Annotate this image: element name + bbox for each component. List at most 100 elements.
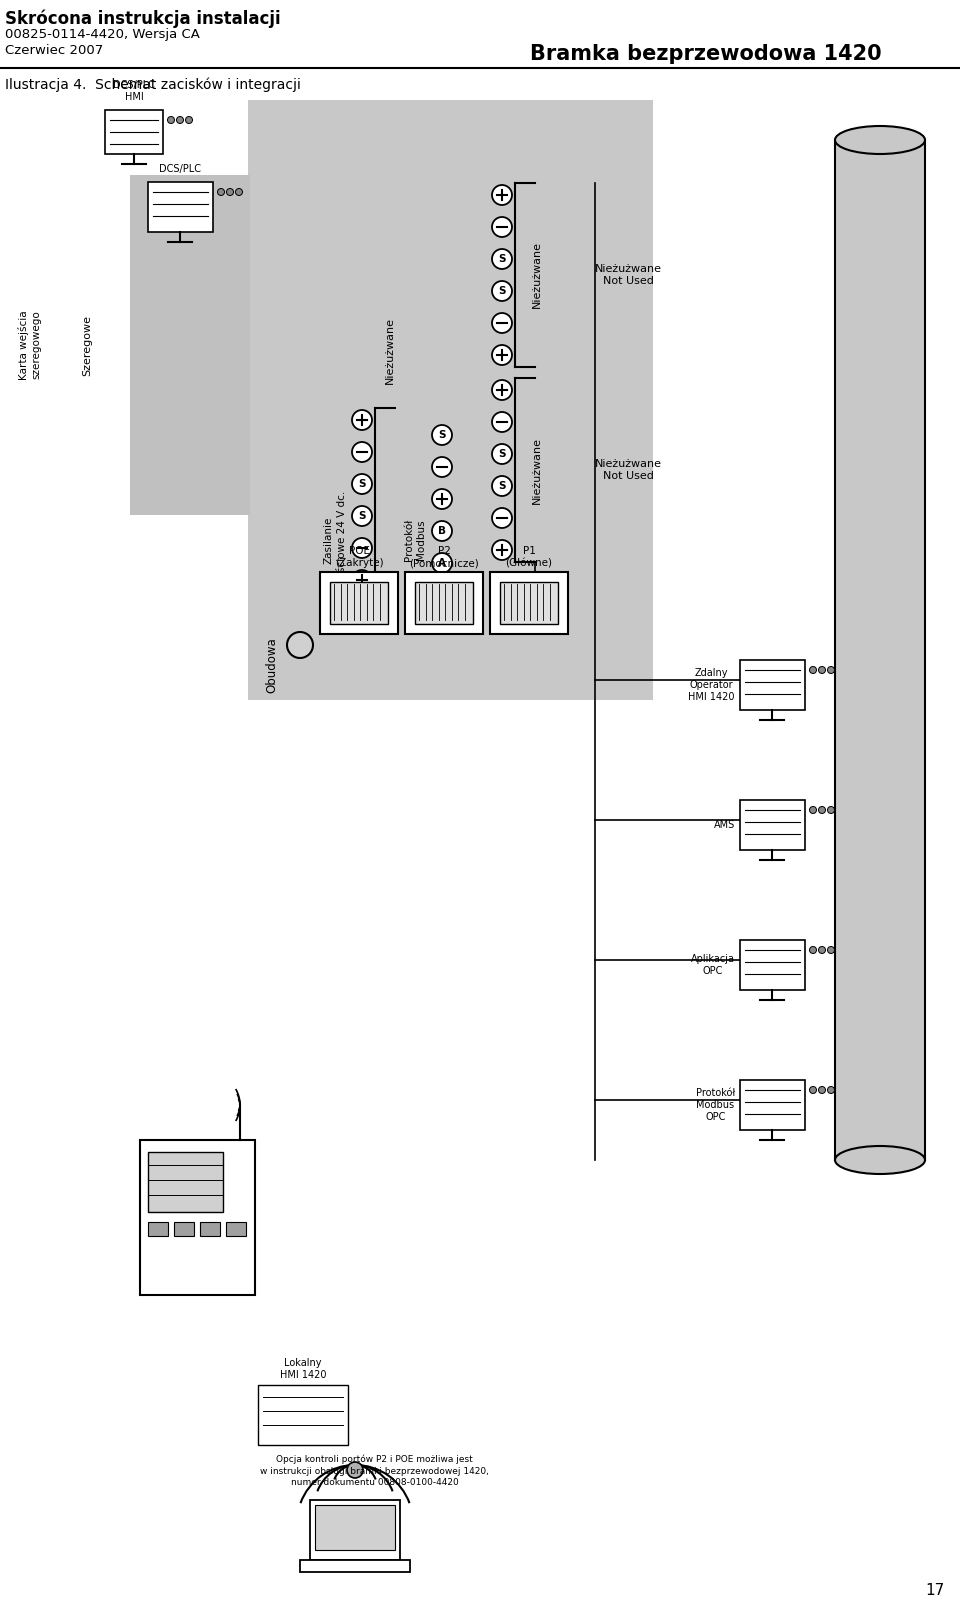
Bar	[148, 1223, 168, 1236]
Circle shape	[819, 667, 826, 673]
Circle shape	[492, 380, 512, 400]
Circle shape	[287, 632, 313, 657]
Circle shape	[819, 947, 826, 954]
Text: AMS: AMS	[713, 820, 735, 830]
Circle shape	[235, 188, 243, 195]
Circle shape	[809, 947, 817, 954]
Bar	[174, 1223, 194, 1236]
Text: DCS/PLC: DCS/PLC	[159, 164, 201, 174]
Text: Nieżużwane: Nieżużwane	[385, 316, 395, 383]
Circle shape	[432, 553, 452, 574]
Text: Nieżużwane
Not Used: Nieżużwane Not Used	[595, 264, 662, 287]
Bar	[130, 176, 250, 516]
Circle shape	[352, 538, 372, 557]
Text: Obudowa: Obudowa	[266, 636, 278, 693]
Circle shape	[352, 474, 372, 495]
Text: S: S	[439, 430, 445, 440]
Text: Zdalny
Operator
HMI 1420: Zdalny Operator HMI 1420	[688, 667, 735, 702]
Text: Ilustracja 4.  Schemat zacisków i integracji: Ilustracja 4. Schemat zacisków i integra…	[5, 77, 300, 92]
Ellipse shape	[835, 126, 925, 155]
Circle shape	[809, 667, 817, 673]
Circle shape	[819, 807, 826, 814]
Circle shape	[819, 1086, 826, 1094]
Bar	[500, 582, 558, 623]
Bar	[740, 801, 805, 851]
Circle shape	[492, 412, 512, 432]
Circle shape	[828, 807, 834, 814]
Text: POE
(Zakryte): POE (Zakryte)	[335, 546, 383, 569]
Circle shape	[492, 250, 512, 269]
Text: Protokół
Modbus
OPC: Protokół Modbus OPC	[696, 1087, 735, 1123]
Bar	[490, 572, 568, 635]
Circle shape	[347, 1463, 363, 1477]
Circle shape	[492, 445, 512, 464]
Text: S: S	[498, 482, 506, 491]
Bar	[320, 572, 398, 635]
Circle shape	[432, 425, 452, 445]
Text: S: S	[358, 511, 366, 520]
Circle shape	[828, 667, 834, 673]
Circle shape	[492, 345, 512, 366]
Circle shape	[218, 188, 225, 195]
Text: P2
(Pomocnicze): P2 (Pomocnicze)	[409, 546, 479, 569]
Circle shape	[352, 506, 372, 527]
Circle shape	[432, 458, 452, 477]
Circle shape	[492, 313, 512, 333]
Text: B: B	[438, 527, 446, 536]
Bar	[835, 140, 925, 1160]
Circle shape	[828, 1086, 834, 1094]
Bar	[405, 572, 483, 635]
Text: S: S	[498, 255, 506, 264]
Bar	[310, 1500, 400, 1559]
Circle shape	[227, 188, 233, 195]
Circle shape	[432, 490, 452, 509]
Bar	[300, 1559, 410, 1572]
Bar	[740, 939, 805, 991]
Bar	[330, 582, 388, 623]
Text: Karta wejścia
szeregowego: Karta wejścia szeregowego	[18, 311, 41, 380]
Text: 17: 17	[925, 1584, 945, 1598]
Text: DCS/PLC
HMI: DCS/PLC HMI	[113, 79, 155, 101]
Text: P1
(Główne): P1 (Główne)	[506, 546, 553, 569]
Text: Czerwiec 2007: Czerwiec 2007	[5, 43, 104, 56]
Text: Nieżużwane: Nieżużwane	[532, 242, 542, 308]
Bar	[105, 110, 163, 155]
Bar	[415, 582, 473, 623]
Text: Protokół
Modbus: Protokół Modbus	[404, 519, 426, 561]
Bar	[740, 1079, 805, 1129]
Circle shape	[809, 807, 817, 814]
Text: Zasilanie
wejściowe 24 V dc.: Zasilanie wejściowe 24 V dc.	[324, 490, 347, 590]
Text: Nieżużwane: Nieżużwane	[532, 437, 542, 504]
Circle shape	[492, 217, 512, 237]
Text: Aplikacja
OPC: Aplikacja OPC	[691, 954, 735, 976]
Text: S: S	[498, 287, 506, 296]
Circle shape	[809, 1086, 817, 1094]
Circle shape	[492, 185, 512, 205]
Bar	[740, 661, 805, 710]
Bar	[315, 1505, 395, 1550]
Bar	[258, 1385, 348, 1445]
Circle shape	[352, 411, 372, 430]
Text: Bramka bezprzewodowa 1420: Bramka bezprzewodowa 1420	[530, 43, 881, 64]
Bar	[148, 1152, 223, 1211]
Circle shape	[167, 116, 175, 124]
Circle shape	[352, 570, 372, 590]
Ellipse shape	[835, 1145, 925, 1174]
Circle shape	[828, 947, 834, 954]
Circle shape	[177, 116, 183, 124]
Text: Opcja kontroli portów P2 i POE możliwa jest
w instrukcji obsługi bramki bezprzew: Opcja kontroli portów P2 i POE możliwa j…	[260, 1455, 489, 1487]
Text: Skrócona instrukcja instalacji: Skrócona instrukcja instalacji	[5, 10, 280, 29]
Bar	[248, 100, 653, 701]
Text: S: S	[358, 478, 366, 490]
Text: Nieżużwane
Not Used: Nieżużwane Not Used	[595, 459, 662, 482]
Text: S: S	[498, 449, 506, 459]
Circle shape	[185, 116, 193, 124]
Text: A: A	[438, 557, 446, 569]
Circle shape	[352, 441, 372, 462]
Bar	[226, 1223, 246, 1236]
Bar	[200, 1223, 220, 1236]
Bar	[148, 182, 213, 232]
Bar	[140, 1141, 255, 1295]
Circle shape	[492, 475, 512, 496]
Circle shape	[432, 520, 452, 541]
